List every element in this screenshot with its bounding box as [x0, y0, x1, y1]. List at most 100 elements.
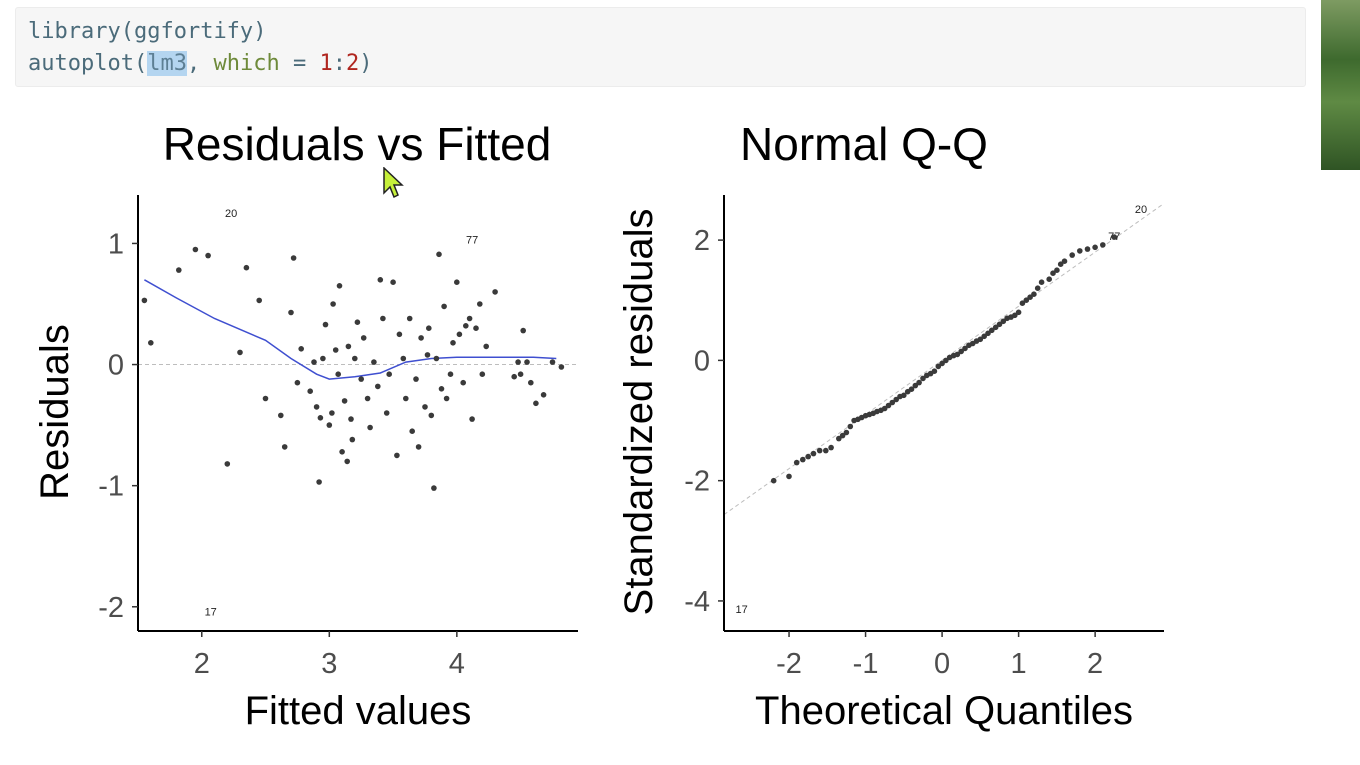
- data-point: [317, 415, 324, 421]
- data-point: [1057, 261, 1064, 268]
- x-tick-label: 2: [1087, 648, 1103, 680]
- data-point: [885, 402, 892, 409]
- data-point: [371, 359, 377, 365]
- data-point: [881, 405, 888, 412]
- y-tick-label: 0: [108, 350, 124, 382]
- data-point: [931, 368, 938, 375]
- data-point: [1061, 258, 1068, 265]
- residuals-vs-fitted-panel: Residuals vs Fitted Fitted values Residu…: [33, 118, 578, 733]
- diagnostic-plots: Residuals vs Fitted Fitted values Residu…: [33, 118, 1165, 733]
- data-point: [375, 383, 381, 390]
- data-point: [298, 346, 305, 352]
- data-point: [517, 371, 524, 378]
- data-point: [330, 301, 336, 307]
- data-point: [479, 371, 486, 378]
- data-point: [307, 388, 314, 395]
- y-tick-label: -2: [98, 592, 124, 624]
- data-point: [981, 333, 987, 340]
- data-point: [1077, 248, 1083, 254]
- data-point: [836, 435, 842, 442]
- data-point: [954, 351, 961, 358]
- data-point: [1012, 312, 1018, 319]
- code-paren-close: ): [253, 19, 267, 44]
- data-point: [823, 447, 829, 454]
- data-point: [920, 375, 926, 382]
- data-point: [533, 400, 539, 407]
- data-point: [313, 404, 320, 410]
- point-label: 20: [225, 208, 237, 220]
- smooth-line: [144, 279, 557, 380]
- data-point: [469, 416, 475, 422]
- data-point: [237, 349, 243, 356]
- point-label: 20: [1135, 204, 1147, 216]
- data-point: [962, 345, 968, 352]
- data-point: [520, 327, 526, 334]
- data-point: [1046, 276, 1052, 283]
- data-point: [816, 447, 823, 454]
- x-tick-label: -2: [776, 648, 802, 680]
- y-tick-label: -1: [98, 471, 124, 503]
- data-point: [847, 423, 854, 430]
- data-point: [406, 315, 413, 322]
- data-point: [349, 436, 356, 443]
- data-point: [456, 331, 463, 338]
- y-tick-label: 0: [694, 345, 710, 377]
- data-point: [326, 422, 333, 428]
- data-point: [1031, 291, 1037, 298]
- data-point: [354, 319, 361, 326]
- data-point: [364, 395, 371, 402]
- data-point: [345, 343, 352, 350]
- data-point: [380, 315, 386, 322]
- data-point: [433, 355, 440, 362]
- code-keyword: which: [213, 51, 280, 76]
- data-point: [400, 355, 407, 362]
- y-tick-label: -2: [684, 466, 710, 498]
- data-point: [403, 395, 409, 402]
- point-label: 77: [466, 234, 478, 246]
- data-point: [428, 412, 435, 419]
- code-line-1: library(ggfortify): [28, 18, 266, 46]
- data-point: [770, 477, 777, 484]
- data-point: [1038, 279, 1045, 286]
- data-point: [262, 395, 269, 402]
- data-point: [176, 267, 182, 273]
- data-point: [418, 335, 424, 341]
- data-point: [243, 264, 250, 271]
- data-point: [311, 359, 317, 365]
- data-point: [977, 336, 984, 343]
- x-tick-label: 1: [1011, 648, 1027, 680]
- x-tick-label: -1: [853, 648, 879, 680]
- data-point: [939, 360, 945, 367]
- data-point: [460, 379, 467, 386]
- y-tick-label: 2: [694, 225, 710, 257]
- data-point: [943, 357, 949, 364]
- data-point: [1054, 267, 1060, 274]
- code-paren-close: ): [359, 51, 373, 76]
- data-point: [438, 386, 445, 392]
- data-point: [278, 412, 284, 419]
- data-point: [141, 297, 148, 304]
- data-point: [992, 324, 999, 331]
- code-selected-text[interactable]: lm3: [147, 51, 187, 76]
- data-point: [515, 359, 521, 365]
- data-point: [889, 399, 896, 406]
- data-point: [394, 452, 400, 459]
- code-colon: :: [332, 51, 346, 76]
- data-point: [985, 330, 991, 337]
- data-point: [205, 252, 211, 259]
- point-label: 77: [1108, 231, 1120, 243]
- data-point: [443, 395, 450, 402]
- data-point: [793, 459, 800, 466]
- data-point: [483, 343, 490, 350]
- y-axis-label: Residuals: [33, 324, 77, 500]
- data-point: [810, 450, 817, 457]
- x-tick-label: 3: [321, 648, 337, 680]
- data-point: [294, 379, 301, 386]
- code-paren-open: (: [133, 51, 148, 76]
- x-tick-label: 4: [449, 648, 465, 680]
- data-point: [224, 461, 231, 467]
- code-line-2: autoplot(lm3, which = 1:2): [28, 50, 372, 78]
- data-point: [828, 444, 834, 451]
- data-point: [386, 371, 393, 378]
- y-axis-label: Standardized residuals: [617, 209, 661, 616]
